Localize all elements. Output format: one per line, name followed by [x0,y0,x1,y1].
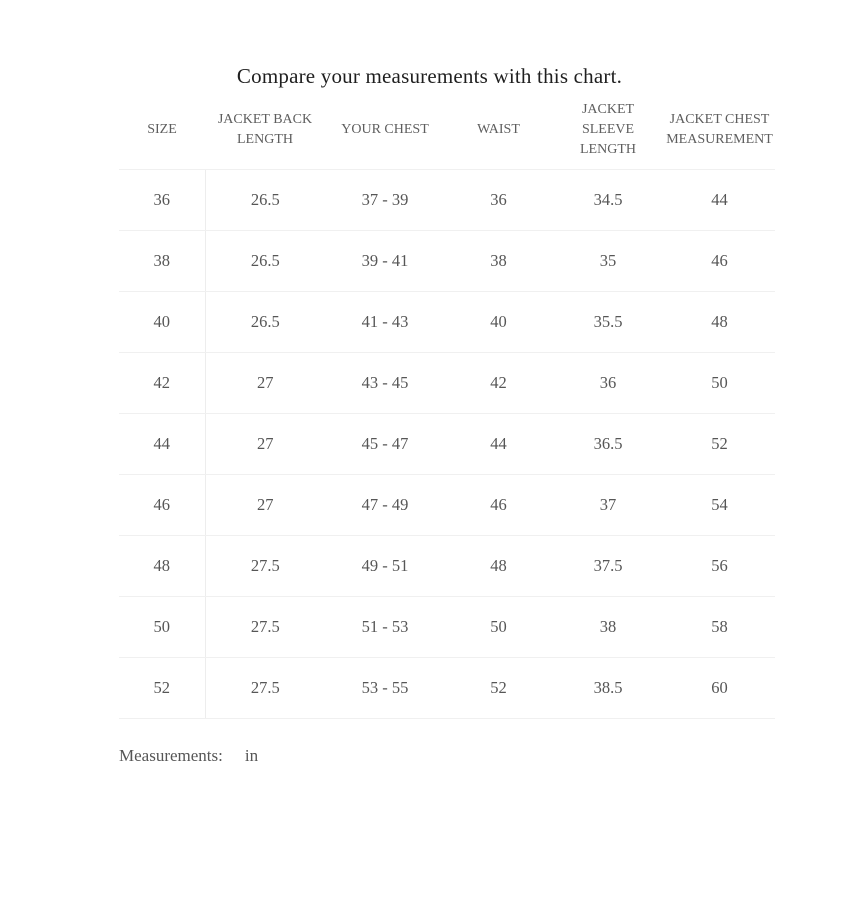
measurement-cell: 56 [664,535,775,597]
table-row: 52 27.5 53 - 55 52 38.5 60 [119,657,775,719]
measurement-cell: 26.5 [204,169,325,231]
measurement-cell: 51 - 53 [325,596,445,658]
measurement-cell: 50 [445,596,552,658]
column-header-jacket-chest-measurement: JACKET CHEST MEASUREMENT [664,91,775,170]
column-header-label: SIZE [147,121,177,137]
column-header-label: JACKET SLEEVE LENGTH [580,101,636,158]
size-cell: 44 [119,413,205,475]
measurement-cell: 36 [552,352,664,414]
size-cell: 40 [119,291,205,353]
table-row: 50 27.5 51 - 53 50 38 58 [119,596,775,658]
table-row: 42 27 43 - 45 42 36 50 [119,352,775,414]
table-row: 36 26.5 37 - 39 36 34.5 44 [119,169,775,231]
column-header-size: SIZE [119,91,205,170]
measurement-cell: 48 [445,535,552,597]
measurement-cell: 27 [204,413,325,475]
measurement-cell: 26.5 [204,230,325,292]
measurement-cell: 38 [445,230,552,292]
size-cell: 46 [119,474,205,536]
column-header-jacket-back-length: JACKET BACK LENGTH [205,91,325,170]
measurement-cell: 38 [552,596,664,658]
measurement-cell: 47 - 49 [325,474,445,536]
measurement-cell: 54 [664,474,775,536]
measurement-cell: 26.5 [204,291,325,353]
table-row: 38 26.5 39 - 41 38 35 46 [119,230,775,292]
column-header-label: YOUR CHEST [341,121,429,137]
size-cell: 38 [119,230,205,292]
measurement-cell: 41 - 43 [325,291,445,353]
measurement-cell: 46 [445,474,552,536]
measurement-cell: 36.5 [552,413,664,475]
size-table-body: 36 26.5 37 - 39 36 34.5 44 38 26.5 39 - 41 38 35 46… [119,169,775,719]
measurement-cell: 27 [204,352,325,414]
size-cell: 42 [119,352,205,414]
size-chart-container: SIZE JACKET BACK LENGTH YOUR CHEST WAIST JAC… [119,91,775,719]
column-header-label: WAIST [477,121,520,137]
measurement-cell: 39 - 41 [325,230,445,292]
measurement-cell: 46 [664,230,775,292]
column-header-label: JACKET BACK LENGTH [217,111,313,147]
page-title: Compare your measurements with this char… [236,64,623,88]
size-cell: 48 [119,535,205,597]
measurement-cell: 50 [664,352,775,414]
size-cell: 52 [119,657,205,719]
measurement-cell: 45 - 47 [325,413,445,475]
measurements-footer: Measurements: in [119,746,859,766]
measurement-cell: 42 [445,352,552,414]
measurement-unit-value[interactable]: in [244,746,259,765]
column-header-your-chest: YOUR CHEST [325,91,445,170]
size-table-head-row: SIZE JACKET BACK LENGTH YOUR CHEST WAIST JAC… [119,91,775,170]
measurement-cell: 58 [664,596,775,658]
table-row: 40 26.5 41 - 43 40 35.5 48 [119,291,775,353]
measurement-cell: 38.5 [552,657,664,719]
measurement-cell: 37 - 39 [325,169,445,231]
measurement-cell: 34.5 [552,169,664,231]
column-header-waist: WAIST [445,91,552,170]
size-chart-table: SIZE JACKET BACK LENGTH YOUR CHEST WAIST JAC… [119,91,775,719]
measurement-cell: 44 [664,169,775,231]
size-cell: 50 [119,596,205,658]
measurement-cell: 44 [445,413,552,475]
measurement-cell: 37.5 [552,535,664,597]
measurement-cell: 27.5 [204,535,325,597]
table-row: 46 27 47 - 49 46 37 54 [119,474,775,536]
measurement-cell: 35 [552,230,664,292]
measurement-cell: 35.5 [552,291,664,353]
measurement-cell: 52 [445,657,552,719]
size-cell: 36 [119,169,205,231]
measurement-cell: 52 [664,413,775,475]
measurement-cell: 49 - 51 [325,535,445,597]
measurement-cell: 48 [664,291,775,353]
measurement-cell: 27.5 [204,657,325,719]
measurement-cell: 27 [204,474,325,536]
column-header-jacket-sleeve-length: JACKET SLEEVE LENGTH [552,91,664,170]
measurement-cell: 60 [664,657,775,719]
table-row: 48 27.5 49 - 51 48 37.5 56 [119,535,775,597]
measurement-cell: 37 [552,474,664,536]
measurement-cell: 27.5 [204,596,325,658]
table-row: 44 27 45 - 47 44 36.5 52 [119,413,775,475]
measurements-label: Measurements: [119,746,223,765]
measurement-cell: 53 - 55 [325,657,445,719]
measurement-cell: 36 [445,169,552,231]
measurement-cell: 43 - 45 [325,352,445,414]
column-header-label: JACKET CHEST MEASUREMENT [666,111,773,147]
measurement-cell: 40 [445,291,552,353]
